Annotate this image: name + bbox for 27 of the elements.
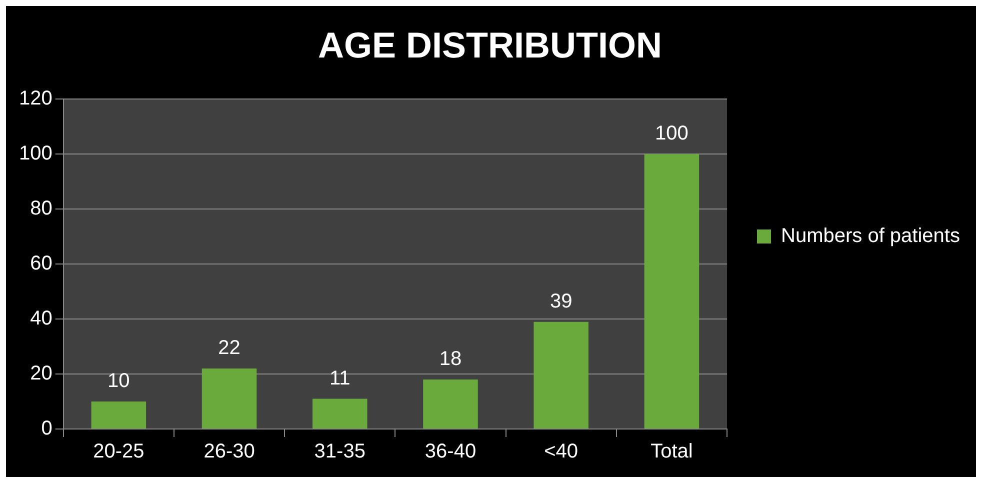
- x-tick-label: 26-30: [204, 440, 255, 463]
- x-tick-label: <40: [544, 440, 578, 463]
- bar: [644, 154, 700, 428]
- y-tick-label: 60: [30, 252, 52, 275]
- data-label: 18: [439, 348, 462, 370]
- y-tick-label: 40: [30, 308, 52, 330]
- x-tick-label: 20-25: [93, 440, 144, 463]
- data-label: 39: [550, 290, 572, 312]
- y-tick-label: 80: [30, 198, 52, 220]
- bar: [202, 368, 257, 428]
- x-tick-label: 31-35: [314, 440, 366, 463]
- x-tick-label: 36-40: [424, 440, 476, 463]
- data-label: 10: [108, 370, 130, 392]
- y-tick-label: 0: [41, 418, 52, 440]
- y-tick-label: 20: [30, 362, 52, 385]
- bar: [312, 398, 368, 428]
- y-tick-label: 120: [18, 88, 52, 110]
- bar: [423, 380, 478, 428]
- bar: [534, 322, 588, 428]
- y-tick-label: 100: [18, 142, 52, 165]
- chart-title: AGE DISTRIBUTION: [318, 24, 662, 66]
- data-label: 22: [218, 337, 240, 360]
- data-label: 11: [330, 367, 350, 390]
- bar: [91, 402, 146, 428]
- x-tick-label: Total: [650, 440, 693, 463]
- data-label: 100: [655, 122, 688, 145]
- legend-label: Numbers of patients: [781, 225, 960, 248]
